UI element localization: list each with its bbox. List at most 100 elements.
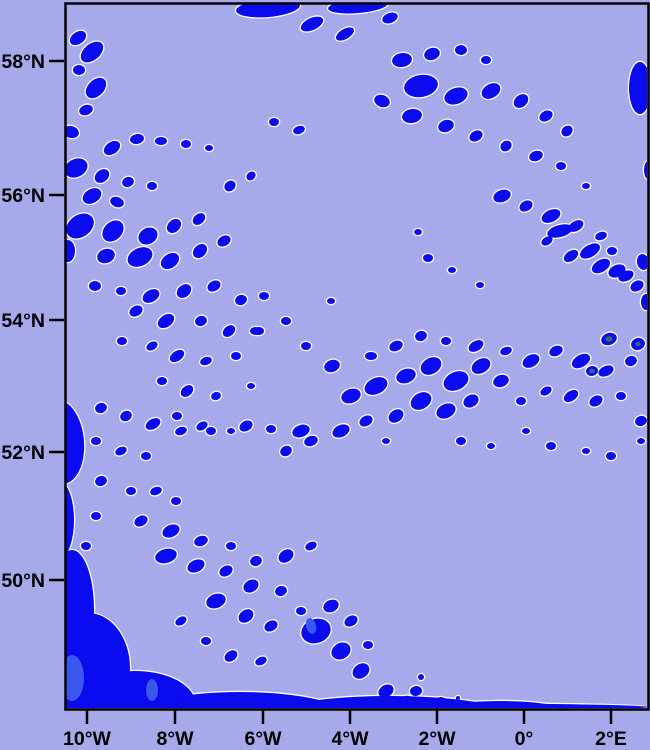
contour-blob-level1 — [304, 435, 318, 447]
x-axis-tick-label: 10°W — [63, 728, 111, 750]
contour-blob-level1 — [448, 267, 456, 273]
contour-blob-level1 — [382, 438, 390, 444]
contour-blob-level1 — [82, 188, 102, 204]
contour-blob-level1 — [239, 420, 253, 432]
contour-blob-level1 — [438, 119, 454, 133]
contour-blob-level1 — [66, 400, 85, 484]
contour-blob-level1 — [352, 663, 370, 679]
contour-blob-level1 — [91, 512, 101, 520]
contour-blob-level1 — [540, 386, 552, 396]
contour-blob-level1 — [344, 615, 358, 627]
contour-blob-level1 — [231, 352, 241, 360]
contour-blob-level1 — [66, 240, 75, 262]
contour-blob-level1 — [644, 161, 647, 179]
contour-blob-level1 — [635, 415, 647, 427]
contour-blob-level1 — [207, 280, 221, 292]
contour-blob-level1 — [141, 452, 151, 460]
contour-blob-level1 — [396, 368, 416, 384]
contour-blob-level1 — [89, 281, 101, 291]
contour-blob-level1 — [481, 83, 501, 99]
contour-blob-level1 — [187, 559, 205, 573]
contour-blob-level1 — [235, 294, 247, 306]
contour-blob-level1 — [468, 340, 484, 352]
contour-blob-level1 — [493, 189, 511, 203]
contour-blob-level1 — [205, 145, 213, 151]
contour-blob-level1 — [415, 330, 427, 342]
contour-blob-level1 — [66, 213, 94, 239]
contour-blob-level1 — [226, 542, 236, 550]
contour-blob-level1 — [471, 358, 491, 374]
contour-blob-level1 — [66, 158, 88, 178]
contour-blob-level1 — [589, 395, 603, 407]
contour-blob-level1 — [175, 616, 187, 626]
contour-blob-level1 — [556, 162, 566, 170]
contour-blob-level1 — [456, 437, 466, 445]
contour-blob-level1 — [481, 56, 491, 64]
x-axis-tick-label: 0° — [515, 728, 534, 750]
contour-blob-level1 — [79, 104, 93, 116]
contour-blob-level1 — [424, 47, 440, 61]
contour-blob-level1 — [166, 218, 182, 234]
contour-blob-level1 — [469, 130, 483, 142]
contour-blob-level1 — [392, 52, 412, 68]
contour-blob-level1 — [224, 180, 236, 192]
contour-blob-level1 — [364, 377, 388, 395]
contour-blob-level1 — [582, 183, 590, 189]
contour-blob-level1 — [169, 349, 185, 363]
contour-blob-level1 — [410, 685, 422, 697]
contour-blob-level1 — [629, 62, 647, 114]
contour-blob-level1 — [80, 41, 104, 63]
contour-blob-level1 — [142, 289, 160, 303]
contour-blob-level1 — [172, 412, 182, 420]
contour-blob-level1 — [301, 342, 311, 350]
contour-blob-level1 — [580, 243, 600, 259]
contour-blob-level1 — [607, 247, 617, 255]
x-axis-tick-label: 2°E — [595, 728, 627, 750]
contour-blob-level1 — [516, 397, 526, 405]
contour-blob-level1 — [247, 383, 255, 389]
contour-blob-level1 — [546, 442, 556, 450]
contour-blob-level1 — [85, 77, 107, 99]
contour-blob-level1 — [219, 565, 233, 577]
contour-blob-level1 — [522, 354, 540, 368]
contour-blob-level1 — [157, 313, 175, 329]
contour-blob-level1 — [513, 94, 529, 108]
y-axis-tick-label: 58°N — [1, 51, 45, 73]
contour-blob-level1 — [150, 486, 162, 496]
contour-blob-level1 — [402, 108, 422, 124]
contour-blob-level1 — [110, 196, 124, 208]
contour-blob-level1 — [296, 607, 306, 615]
shaded-field — [66, 4, 647, 708]
contour-blob-level1 — [227, 428, 235, 434]
x-axis-tick-label: 2°W — [418, 728, 456, 750]
contour-blob-level1 — [500, 140, 512, 152]
contour-blob-level1 — [292, 424, 310, 438]
contour-blob-level1 — [97, 248, 115, 264]
contour-blob-level1 — [595, 231, 607, 241]
contour-blob-level1 — [269, 118, 279, 126]
contour-blob-level1 — [115, 446, 127, 456]
contour-blob-level1 — [217, 235, 231, 247]
contour-blob-level1 — [522, 428, 530, 434]
contour-blob-level1 — [181, 140, 191, 148]
contour-blob-level1 — [102, 220, 124, 242]
contour-blob-level1 — [94, 169, 110, 183]
x-axis-tick-label: 6°W — [244, 728, 282, 750]
contour-blob-level1 — [341, 388, 361, 404]
contour-blob-level1 — [201, 637, 211, 645]
contour-blob-level1 — [280, 445, 292, 457]
contour-blob-level1 — [414, 229, 422, 235]
contour-blob-level1 — [157, 377, 167, 385]
contour-blob-level1 — [359, 415, 373, 427]
contour-blob-level1 — [91, 437, 101, 445]
contour-blob-level1 — [75, 671, 195, 708]
contour-blob-level1 — [243, 579, 259, 593]
contour-blob-level1 — [444, 87, 468, 105]
contour-blob-level1 — [116, 287, 126, 295]
contour-blob-level1 — [293, 125, 305, 135]
contour-blob-level1 — [616, 392, 626, 400]
contour-blob-level1 — [259, 292, 269, 300]
contour-blob-level1 — [120, 410, 132, 422]
contour-blob-level1 — [455, 45, 467, 55]
contour-blob-level1 — [200, 356, 212, 366]
